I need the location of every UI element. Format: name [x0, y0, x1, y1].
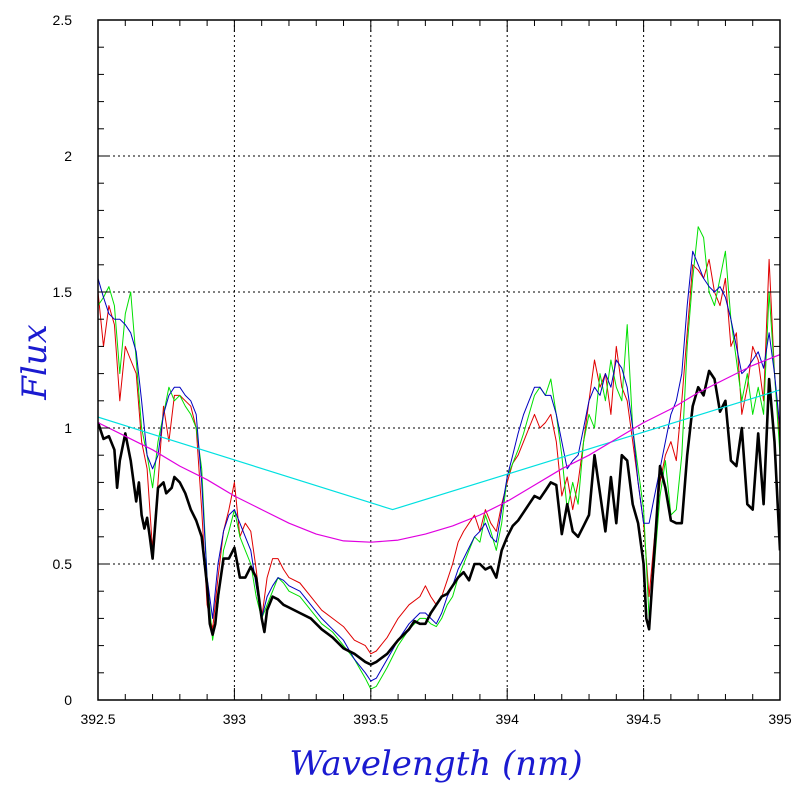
series-line-4	[98, 369, 780, 666]
x-tick-label: 392.5	[80, 711, 115, 727]
ticks	[97, 19, 781, 701]
y-tick-label: 0.5	[53, 556, 73, 572]
series-group	[98, 226, 780, 690]
y-axis-title: Flux	[15, 324, 55, 401]
y-tick-label: 2	[64, 148, 72, 164]
grid	[98, 20, 780, 700]
y-tick-label: 2.5	[53, 12, 73, 28]
x-tick-label: 395	[768, 711, 792, 727]
x-tick-label: 393	[223, 711, 247, 727]
series-line-3	[98, 250, 780, 682]
y-tick-label: 0	[64, 692, 72, 708]
x-axis-title: Wavelength (nm)	[289, 744, 582, 784]
y-tick-labels: 0 0.5 1 1.5 2 2.5	[53, 12, 73, 708]
series-line-1	[98, 258, 780, 655]
x-tick-label: 394.5	[626, 711, 661, 727]
series-line-6	[98, 354, 780, 543]
series-line-2	[98, 226, 780, 690]
plot-frame	[97, 19, 781, 701]
x-tick-labels: 392.5 393 393.5 394 394.5 395	[80, 711, 791, 727]
y-tick-label: 1	[64, 420, 72, 436]
x-tick-label: 393.5	[353, 711, 388, 727]
y-tick-label: 1.5	[53, 284, 73, 300]
x-tick-label: 394	[496, 711, 520, 727]
series-line-5	[98, 389, 780, 511]
